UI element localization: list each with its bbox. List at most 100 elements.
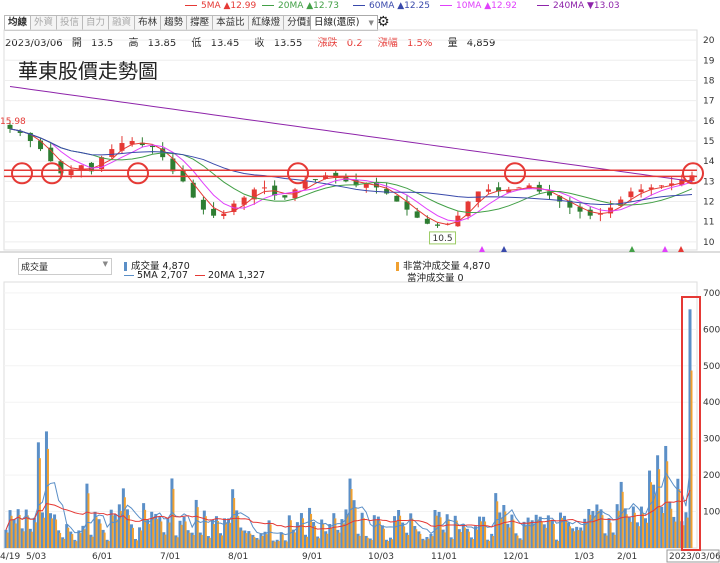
nonday-volume-bar [269, 524, 272, 548]
nonday-volume-bar [168, 522, 171, 548]
resistance-touch-circle [127, 162, 149, 185]
quote-low: 13.45 [210, 38, 240, 49]
period-select[interactable]: 日線(還原) ▼ [310, 15, 378, 31]
volume-bar [49, 513, 53, 548]
candle-body [261, 187, 267, 189]
x-tick-label: 12/01 [503, 552, 529, 562]
price-tick-label: 10 [703, 238, 715, 248]
volume-bar [174, 535, 178, 548]
volume-bar [469, 537, 473, 548]
volume-bar [28, 528, 32, 548]
candle-body [251, 189, 257, 200]
volume-legend: 成交量 4,870 [124, 258, 190, 272]
volume-bar [486, 539, 490, 548]
volume-bar [457, 529, 461, 548]
volume-bar [202, 510, 206, 548]
gear-icon[interactable]: ⚙ [377, 14, 390, 30]
quote-high: 13.85 [147, 38, 177, 49]
nonday-volume-bar [99, 523, 102, 548]
volume-bar [20, 528, 24, 548]
price-tick-label: 14 [703, 157, 715, 167]
nonday-volume-bar [581, 530, 584, 548]
volume-bar [134, 538, 138, 548]
volume-bar [61, 537, 65, 548]
nonday-volume-bar [589, 514, 592, 548]
volume-bar [44, 431, 48, 548]
volume-bar [101, 529, 105, 548]
volume-ma5-line [5, 467, 691, 536]
signal-triangle [501, 246, 507, 252]
volume-bar [546, 515, 550, 548]
nonday-volume-bar [524, 525, 527, 548]
volume-bar [360, 512, 364, 548]
candle-body [669, 183, 675, 186]
nonday-volume-bar [650, 482, 653, 548]
volume-tick-label: 6000 [703, 325, 720, 335]
volume-bar [623, 508, 627, 548]
candle-body [546, 191, 552, 196]
candle-body [109, 149, 115, 157]
nonday-volume-bar [322, 523, 325, 548]
nonday-volume-bar [14, 523, 17, 548]
volume-bar [81, 525, 85, 548]
nonday-volume-bar [605, 535, 608, 548]
signal-triangle [479, 246, 485, 252]
nonday-volume-bar [488, 540, 491, 548]
volume-bar [251, 534, 255, 548]
nonday-volume-bar [156, 519, 159, 548]
nonday-volume-bar [111, 515, 114, 548]
nonday-volume-bar [281, 534, 284, 548]
volume-bar [36, 442, 40, 548]
nonday-volume-bar [382, 528, 385, 548]
nonday-volume-bar [176, 537, 179, 548]
price-tick-label: 18 [703, 76, 715, 86]
quote-open: 13.5 [91, 38, 114, 49]
volume-bar [473, 526, 477, 548]
resistance-touch-circle [11, 162, 33, 185]
volume-indicator-select[interactable]: 成交量 ▼ [18, 258, 112, 275]
volume-tick-label: 5000 [703, 362, 720, 372]
nonday-volume-bar [633, 512, 636, 548]
nonday-volume-bar [459, 531, 462, 548]
volume-bar [397, 510, 401, 548]
volume-bar [668, 501, 672, 548]
candle-body [628, 191, 634, 198]
nonday-volume-bar [225, 522, 228, 548]
nonday-volume-bar [366, 537, 369, 548]
price-tick-label: 15 [703, 137, 714, 147]
nonday-volume-bar [609, 522, 612, 548]
candle-body [414, 211, 420, 218]
volume-bar [542, 524, 546, 548]
nonday-volume-bar [91, 536, 94, 548]
volume-bar [437, 511, 441, 548]
nonday-volume-bar [180, 524, 183, 548]
volume-bar [89, 534, 93, 548]
nonday-volume-bar [350, 488, 353, 548]
nonday-volume-bar [212, 524, 215, 548]
nonday-volume-bar [30, 531, 33, 548]
candle-body [648, 187, 654, 190]
price-tick-label: 13 [703, 177, 714, 187]
volume-bar [138, 527, 142, 548]
signal-triangle [678, 246, 684, 252]
nonday-volume-bar [399, 515, 402, 548]
volume-bar [603, 533, 607, 548]
volume-bar [393, 516, 397, 548]
volume-bar [534, 514, 538, 548]
volume-bar [206, 536, 210, 548]
ma-legend-60ma: 60MA ▲12.25 [353, 1, 430, 11]
candle-body [689, 175, 695, 181]
volume-bar [518, 538, 522, 548]
nonday-volume-bar [395, 520, 398, 548]
x-tick-label: 6/01 [92, 552, 112, 562]
x-tick-label: 8/01 [228, 552, 248, 562]
candle-body [394, 195, 400, 202]
nonday-volume-legend: 非當沖成交量 4,870 [396, 258, 490, 272]
volume-bar [356, 533, 360, 548]
volume-bar [219, 533, 223, 548]
volume-bar [93, 511, 97, 548]
nonday-volume-bar [144, 509, 147, 548]
volume-bar [65, 524, 69, 548]
volume-bar [291, 529, 295, 548]
